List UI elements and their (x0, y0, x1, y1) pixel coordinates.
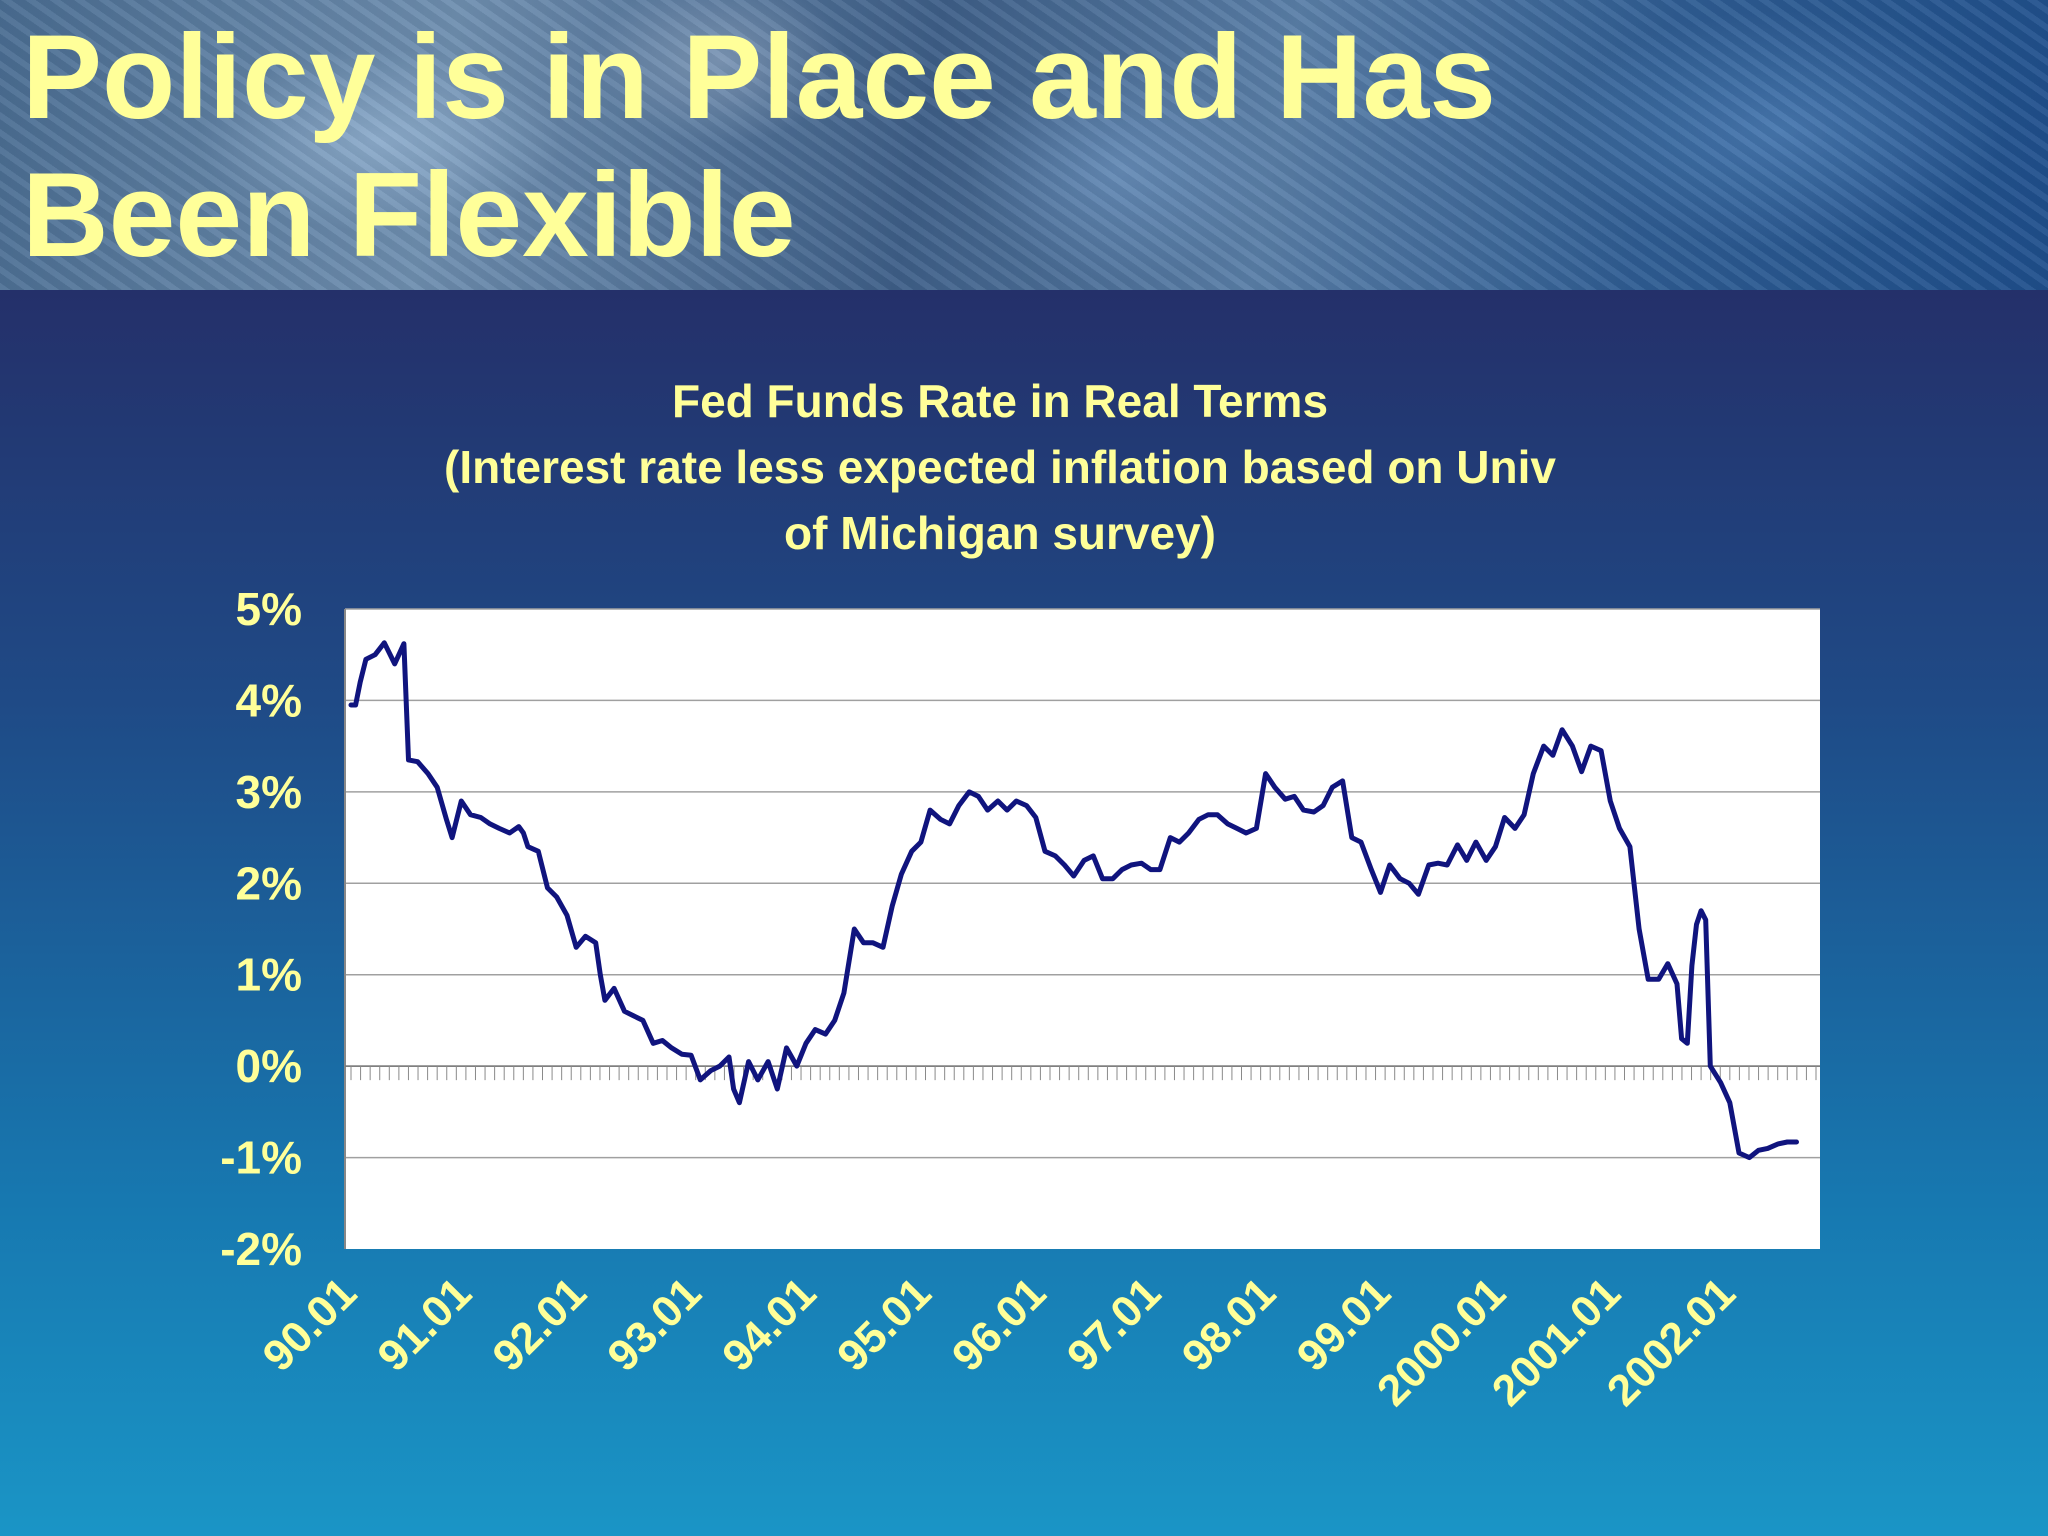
x-tick-label: 98.01 (1173, 1268, 1286, 1381)
chart-title-line-2: (Interest rate less expected inflation b… (444, 441, 1556, 493)
x-tick-label: 96.01 (943, 1268, 1056, 1381)
x-tick-label: 93.01 (598, 1268, 711, 1381)
slide-title: Policy is in Place and Has Been Flexible (22, 10, 1496, 282)
series-line (348, 640, 1799, 1161)
x-tick-label: 91.01 (368, 1268, 481, 1381)
y-tick-label: -2% (220, 1223, 302, 1275)
x-tick-label: 95.01 (828, 1268, 941, 1381)
y-tick-label: 2% (236, 857, 302, 909)
x-tick-label: 2002.01 (1598, 1268, 1745, 1415)
y-tick-label: 5% (236, 583, 302, 635)
x-tick-label: 99.01 (1288, 1268, 1401, 1381)
chart-title-line-1: Fed Funds Rate in Real Terms (671, 375, 1329, 427)
title-banner-background (0, 0, 2048, 290)
x-tick-label: 97.01 (1058, 1268, 1171, 1381)
y-tick-label: -1% (220, 1132, 302, 1184)
x-tick-label: 94.01 (713, 1268, 826, 1381)
plot-area (345, 609, 1820, 1249)
x-tick-label: 2001.01 (1483, 1268, 1630, 1415)
y-tick-label: 3% (236, 766, 302, 818)
x-tick-label: 90.01 (254, 1268, 367, 1381)
y-tick-label: 1% (236, 949, 302, 1001)
banner-texture (0, 0, 2048, 290)
chart-title-line-3: of Michigan survey) (784, 507, 1216, 559)
chart-title: Fed Funds Rate in Real Terms (Interest r… (280, 368, 1720, 566)
y-tick-label: 0% (236, 1040, 302, 1092)
x-tick-label: 2000.01 (1368, 1268, 1515, 1415)
y-tick-label: 4% (236, 674, 302, 726)
x-tick-label: 92.01 (483, 1268, 596, 1381)
